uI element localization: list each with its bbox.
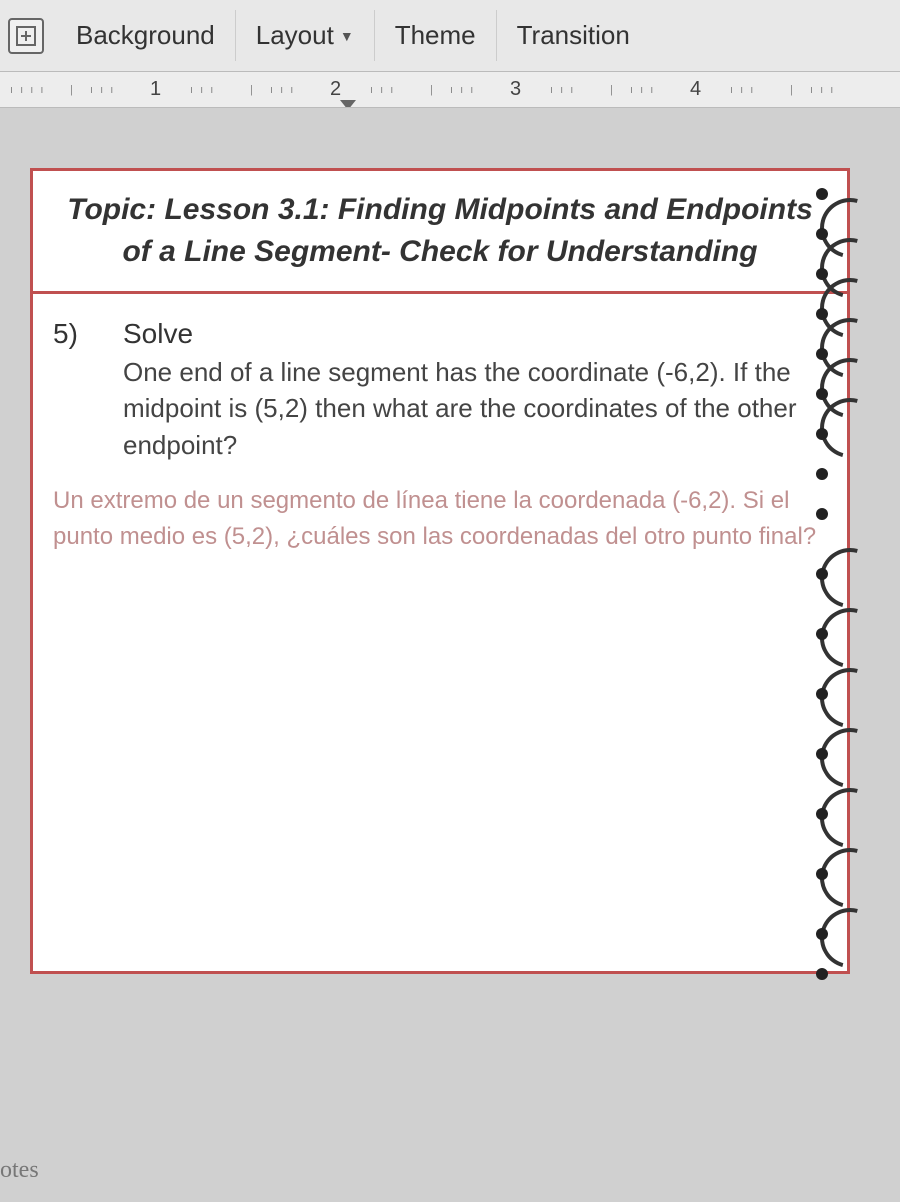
topic-title: Topic: Lesson 3.1: Finding Midpoints and… bbox=[53, 189, 827, 273]
toolbar: Background Layout ▼ Theme Transition bbox=[0, 0, 900, 72]
topic-prefix: Topic: bbox=[67, 193, 156, 226]
notes-label: otes bbox=[0, 1157, 39, 1184]
theme-label: Theme bbox=[395, 20, 476, 51]
theme-button[interactable]: Theme bbox=[375, 10, 497, 61]
chevron-down-icon: ▼ bbox=[340, 28, 354, 44]
question-text-english: One end of a line segment has the coordi… bbox=[123, 354, 827, 463]
slide[interactable]: Topic: Lesson 3.1: Finding Midpoints and… bbox=[30, 168, 850, 974]
question-number: 5) bbox=[53, 318, 103, 463]
question-text-spanish: Un extremo de un segmento de línea tiene… bbox=[53, 483, 827, 555]
ruler-number: 2 bbox=[330, 78, 341, 101]
spiral-binding bbox=[820, 168, 890, 988]
transition-button[interactable]: Transition bbox=[497, 10, 650, 61]
ruler-number: 1 bbox=[150, 78, 161, 101]
transition-label: Transition bbox=[517, 20, 630, 51]
ruler-caret-icon bbox=[340, 100, 356, 108]
background-label: Background bbox=[76, 20, 215, 51]
ruler-number: 3 bbox=[510, 78, 521, 101]
layout-label: Layout bbox=[256, 20, 334, 51]
add-slide-icon[interactable] bbox=[8, 18, 44, 54]
ruler-number: 4 bbox=[690, 78, 701, 101]
topic-box: Topic: Lesson 3.1: Finding Midpoints and… bbox=[30, 168, 850, 294]
topic-title-text: Lesson 3.1: Finding Midpoints and Endpoi… bbox=[122, 193, 812, 268]
question-row: 5) Solve One end of a line segment has t… bbox=[53, 318, 827, 463]
solve-label: Solve bbox=[123, 318, 827, 350]
question-body: Solve One end of a line segment has the … bbox=[123, 318, 827, 463]
content-box: 5) Solve One end of a line segment has t… bbox=[30, 294, 850, 974]
background-button[interactable]: Background bbox=[56, 10, 236, 61]
canvas-area: Topic: Lesson 3.1: Finding Midpoints and… bbox=[0, 108, 900, 1202]
layout-button[interactable]: Layout ▼ bbox=[236, 10, 375, 61]
ruler: ı ı ı ı | ı ı ı 1 ı ı ı | ı ı ı 2 ı ı ı … bbox=[0, 72, 900, 108]
